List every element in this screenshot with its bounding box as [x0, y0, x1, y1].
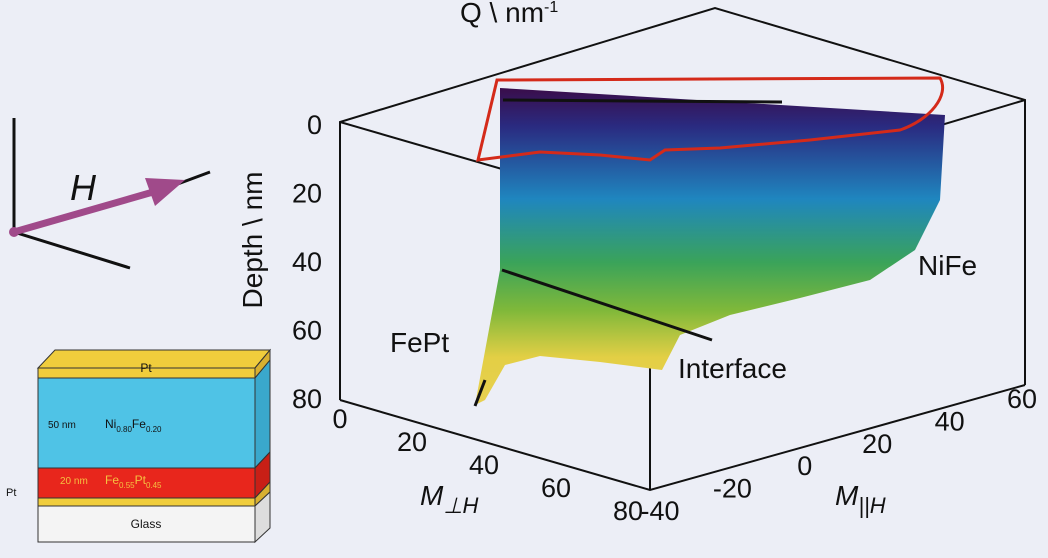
el: Fe [132, 417, 146, 431]
tick-label: 40 [935, 406, 965, 436]
tick-label: 80 [613, 496, 643, 526]
guide-lines [473, 98, 783, 407]
el-sub: 0.20 [146, 425, 162, 434]
el: Fe [105, 473, 119, 487]
field-diagram [9, 118, 211, 270]
par-label: M||H [835, 480, 886, 518]
tick-label: 60 [292, 316, 322, 346]
stack-bottom: Pt [6, 487, 16, 499]
tick-label: 0 [307, 110, 322, 140]
tick-label: 20 [397, 427, 427, 457]
tick-label: 40 [469, 450, 499, 480]
fept-formula: Fe0.55Pt0.45 [105, 473, 162, 490]
el-sub: 0.55 [119, 481, 135, 490]
interface-label: Interface [678, 353, 787, 384]
loop [476, 76, 945, 162]
depth-label: Depth \ nm [237, 172, 268, 309]
perp-sub: ⊥H [443, 493, 478, 518]
tick-label: 80 [292, 384, 322, 414]
perp-label: M⊥H [420, 480, 478, 518]
tick-label: 0 [332, 404, 347, 434]
tick-label: 60 [1007, 384, 1037, 414]
tick-label: 40 [292, 247, 322, 277]
nife-formula: Ni0.80Fe0.20 [105, 417, 162, 434]
stack-top: Pt [140, 361, 152, 375]
substrate: Glass [131, 517, 162, 531]
layer-stack [36, 348, 272, 544]
perp-symbol: M [420, 480, 444, 511]
tick-label: 0 [797, 451, 812, 481]
q-text: Q \ nm [460, 0, 544, 28]
field-label: H [70, 167, 97, 208]
fept-label: FePt [390, 327, 449, 358]
tick-label: 60 [541, 473, 571, 503]
fept-thickness: 20 nm [60, 476, 88, 487]
el: Pt [135, 473, 147, 487]
par-symbol: M [835, 480, 859, 511]
tick-label: -40 [640, 496, 679, 526]
el-sub: 0.80 [116, 425, 132, 434]
nife-label: NiFe [918, 250, 977, 281]
tick-label: 20 [862, 429, 892, 459]
q-sup: -1 [544, 0, 558, 16]
nife-thickness: 50 nm [48, 420, 76, 431]
el-sub: 0.45 [146, 481, 162, 490]
tick-label: 20 [292, 179, 322, 209]
par-sub: ||H [858, 493, 885, 518]
el: Ni [105, 417, 116, 431]
surface [475, 88, 945, 405]
q-label: Q \ nm-1 [460, 0, 558, 28]
tick-label: -20 [713, 474, 752, 504]
